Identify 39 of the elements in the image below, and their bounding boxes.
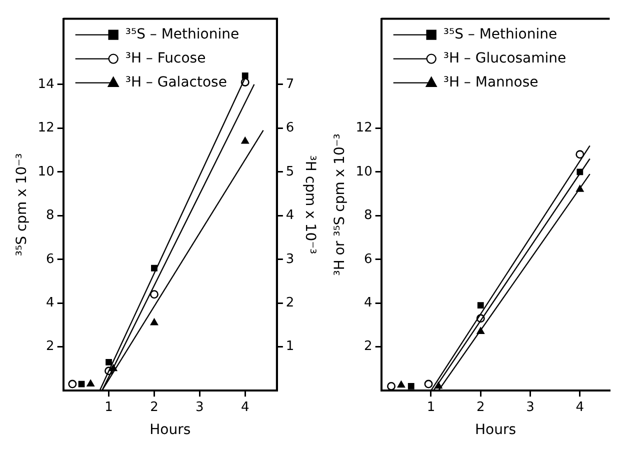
y2-tick-label: 4: [286, 208, 294, 224]
y-axis-title: ³H or ³⁵S cpm x 10⁻³: [332, 134, 348, 276]
x-axis-title: Hours: [475, 422, 516, 438]
y-tick-label: 2: [364, 339, 372, 354]
y2-tick-label: 1: [286, 339, 294, 354]
y-tick-label: 4: [46, 295, 54, 310]
y-tick-label: 2: [46, 339, 54, 354]
legend-label: ³⁵S – Methionine: [125, 26, 240, 42]
y2-tick-label: 3: [286, 252, 294, 267]
y-tick-label: 6: [46, 252, 54, 267]
legend-label: ³H – Glucosamine: [443, 50, 566, 66]
x-tick-label: 3: [526, 400, 534, 415]
y2-tick-label: 5: [286, 164, 294, 180]
legend-label: ³H – Fucose: [125, 50, 206, 66]
y2-tick-label: 6: [286, 120, 294, 136]
x-tick-label: 1: [426, 400, 436, 415]
y-tick-label: 8: [46, 208, 54, 224]
y-tick-label: 12: [356, 120, 372, 136]
y-tick-label: 10: [356, 164, 372, 180]
x-tick-label: 3: [196, 400, 204, 415]
x-tick-label: 4: [576, 400, 584, 415]
legend-label: ³⁵S – Methionine: [443, 26, 558, 42]
x-tick-label: 1: [104, 400, 113, 415]
legend-label: ³H – Galactose: [125, 74, 227, 90]
y-axis-title: ³⁵S cpm x 10⁻³: [14, 153, 30, 256]
x-tick-label: 4: [240, 400, 250, 415]
y-tick-label: 6: [364, 252, 372, 267]
y2-axis-title: ³H cpm x 10⁻³: [302, 155, 318, 254]
legend-label: ³H – Mannose: [443, 74, 538, 90]
y2-tick-label: 7: [286, 76, 294, 92]
y-tick-label: 4: [364, 295, 372, 310]
y-tick-label: 10: [38, 164, 54, 180]
y2-tick-label: 2: [286, 295, 294, 310]
y-tick-label: 12: [38, 120, 54, 136]
x-tick-label: 2: [150, 400, 158, 415]
x-axis-title: Hours: [150, 422, 191, 438]
x-tick-label: 2: [476, 400, 485, 415]
y-tick-label: 14: [38, 76, 54, 92]
y-tick-label: 8: [364, 208, 372, 224]
